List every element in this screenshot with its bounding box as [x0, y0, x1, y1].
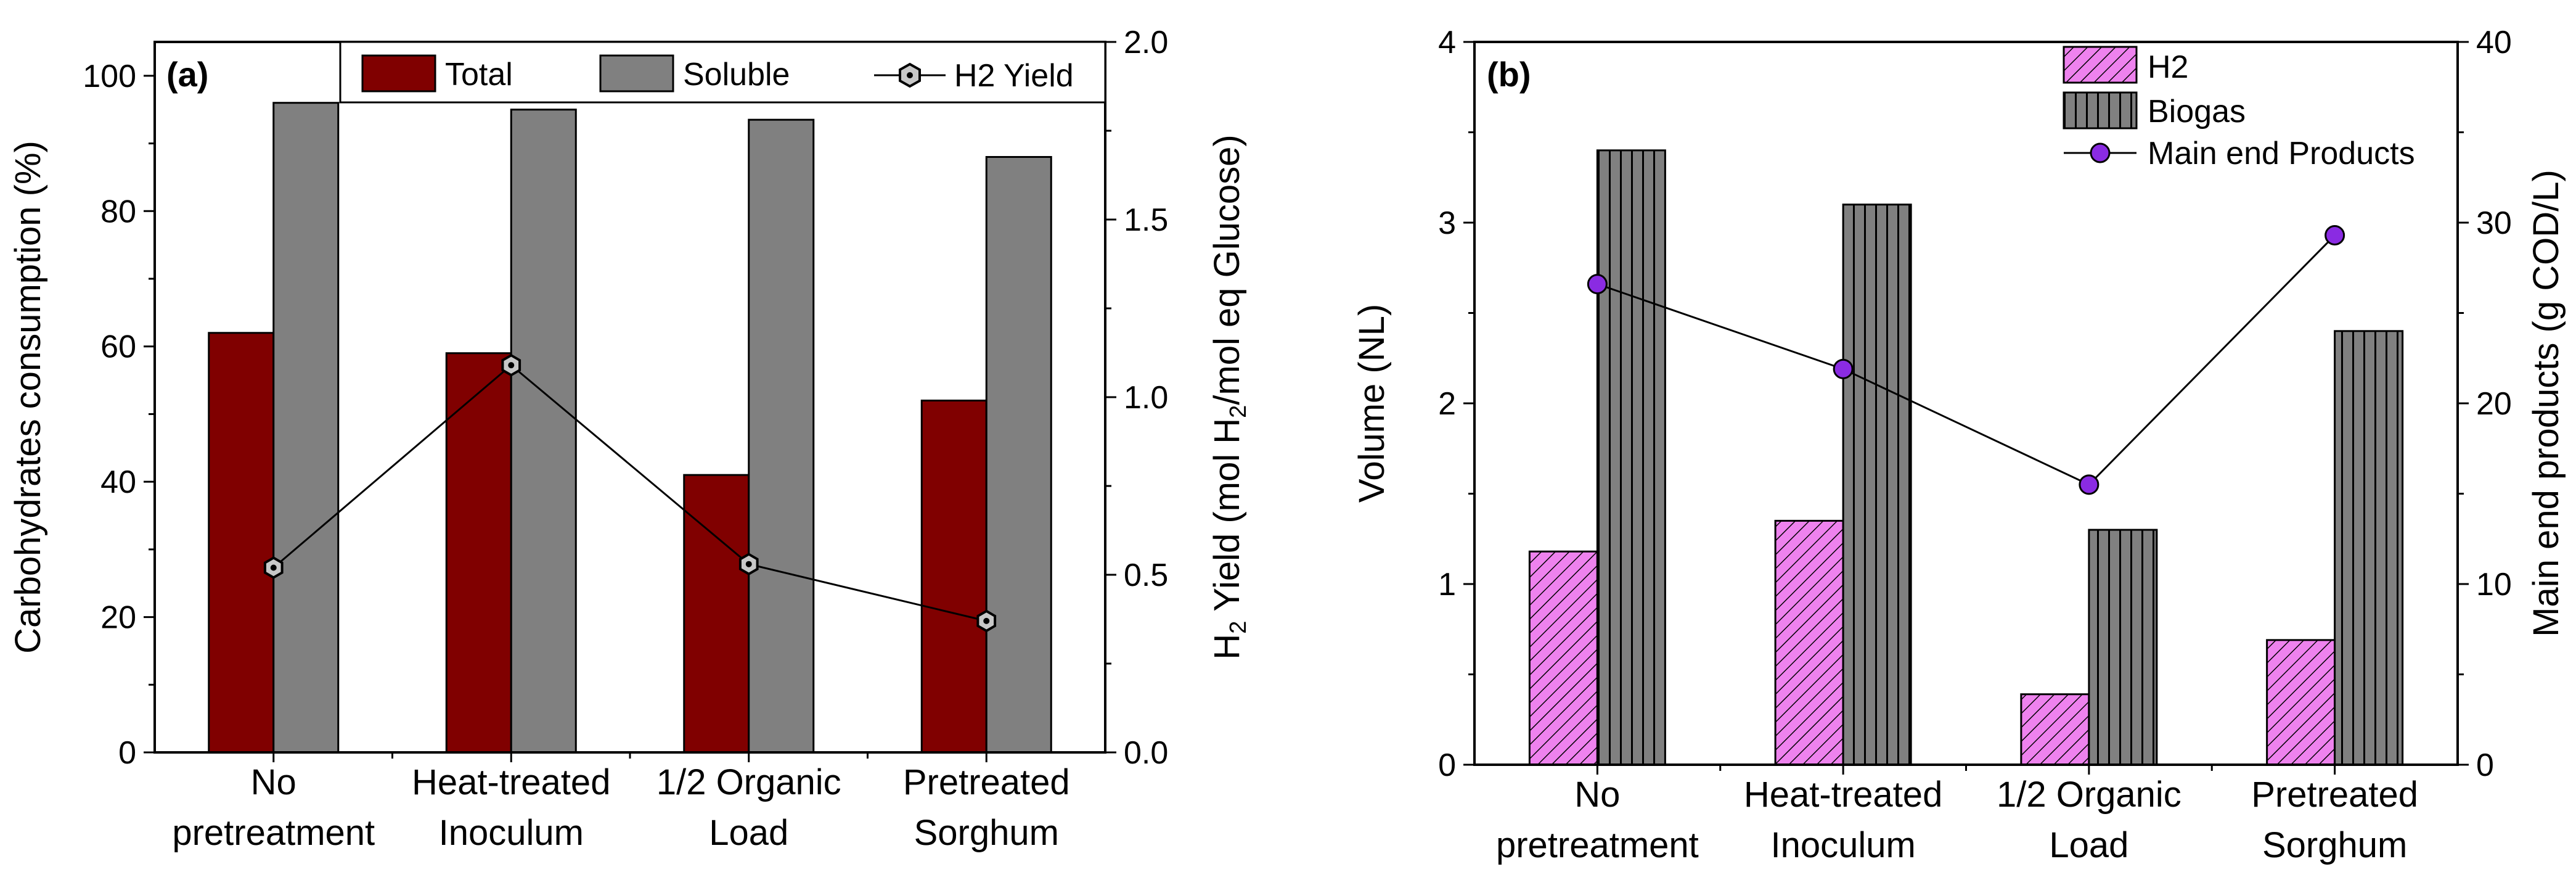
line-point-1: [263, 556, 284, 579]
legend-label-main-end-products: Main end Products: [2148, 136, 2415, 171]
bar-h2-3: [2020, 693, 2090, 766]
b-line-series: [1597, 234, 2336, 486]
legend-label-soluble: Soluble: [683, 57, 790, 93]
line-point-4: [976, 609, 997, 633]
bar-soluble-4: [985, 156, 1052, 754]
bar-biogas-2: [1842, 204, 1912, 766]
y2-tick-label-4: 1.5: [1124, 202, 1168, 238]
x-tick-label-1-line2: pretreatment: [172, 813, 375, 853]
panel-a-y2-axis-title: H2 Yield (mol H2/mol eq Glucose): [1207, 134, 1251, 659]
line-point-2: [1833, 358, 1854, 379]
x-tick-label-1-line1: No: [251, 762, 296, 802]
legend-swatch-biogas: [2063, 91, 2138, 130]
y2-tick-label-1: 0.0: [1124, 735, 1168, 771]
y2-tick-label-2: 10: [2476, 567, 2512, 603]
bar-total-2: [445, 352, 512, 754]
y-tick-label-2: 1: [1438, 567, 1456, 603]
x-tick-label-4-line1: Pretreated: [903, 762, 1070, 802]
y-tick-label-4: 60: [100, 329, 136, 365]
bar-biogas-4: [2334, 330, 2404, 766]
x-tick-label-2-line2: Inoculum: [1770, 825, 1915, 865]
panel-b-y-axis-title: Volume (NL): [1352, 304, 1392, 503]
x-tick-label-2-line1: Heat-treated: [1744, 775, 1942, 815]
x-tick-label-3-line1: 1/2 Organic: [1997, 775, 2181, 815]
bar-h2-2: [1774, 519, 1844, 766]
x-tick-label-1-line1: No: [1574, 775, 1620, 815]
bar-h2-4: [2266, 639, 2336, 766]
legend-swatch-h2: [2063, 46, 2138, 84]
panel-a: No pretreatment Heat-treated Inoculum 1/2 Or…: [8, 25, 1251, 853]
legend-label-h2: H2: [2148, 49, 2188, 85]
x-tick-label-2-line2: Inoculum: [439, 813, 584, 853]
panel-b-legend: H2 Biogas Main end Products: [2063, 46, 2415, 171]
y-tick-label-1: 0: [118, 735, 136, 771]
legend-label-total: Total: [445, 57, 513, 93]
bar-h2-1: [1528, 550, 1598, 766]
bar-soluble-2: [510, 109, 577, 754]
y2-tick-label-4: 30: [2476, 205, 2512, 241]
x-tick-label-4-line2: Sorghum: [914, 813, 1059, 853]
y-tick-label-6: 100: [83, 59, 136, 94]
bar-total-1: [208, 332, 275, 754]
y-tick-label-1: 0: [1438, 747, 1456, 783]
panel-b-label: (b): [1487, 55, 1531, 94]
y-tick-label-3: 2: [1438, 386, 1456, 422]
line-point-3: [2079, 474, 2100, 495]
a-line-series: [272, 364, 987, 622]
line-point-1: [1587, 274, 1608, 295]
x-tick-label-4-line1: Pretreated: [2251, 775, 2418, 815]
bar-biogas-3: [2088, 529, 2158, 766]
bar-soluble-3: [748, 118, 815, 754]
line-point-3: [738, 553, 759, 576]
legend-label-biogas: Biogas: [2148, 94, 2246, 130]
legend-label-h2-yield: H2 Yield: [954, 58, 1074, 94]
y2-tick-label-3: 20: [2476, 386, 2512, 422]
line-point-2: [501, 353, 521, 377]
panel-a-label: (a): [166, 55, 208, 94]
legend-marker-h2-yield: [899, 62, 921, 88]
bar-soluble-1: [272, 102, 340, 754]
y-tick-label-5: 80: [100, 194, 136, 229]
x-tick-label-2-line1: Heat-treated: [412, 762, 610, 802]
panel-b-y2-axis-title: Main end products (g COD/L): [2526, 170, 2566, 637]
bar-total-4: [920, 399, 987, 754]
y2-tick-label-5: 40: [2476, 25, 2512, 60]
panel-a-y-axis-title: Carbohydrates consumption (%): [8, 141, 48, 654]
x-tick-label-3-line1: 1/2 Organic: [656, 762, 841, 802]
bar-biogas-1: [1596, 149, 1666, 766]
line-point-4: [2325, 225, 2345, 246]
y-tick-label-5: 4: [1438, 25, 1456, 60]
x-tick-label-1-line2: pretreatment: [1496, 825, 1699, 865]
y-tick-label-2: 20: [100, 600, 136, 636]
y-tick-label-4: 3: [1438, 205, 1456, 241]
bar-total-3: [683, 474, 750, 754]
panel-b: No pretreatment Heat-treated Inoculum 1/2 Or…: [1352, 25, 2566, 865]
x-tick-label-3-line2: Load: [709, 813, 788, 853]
legend-marker-main-end-products: [2090, 142, 2111, 163]
panel-a-legend-box: [339, 41, 1106, 104]
legend-swatch-total: [361, 54, 436, 93]
x-tick-label-3-line2: Load: [2049, 825, 2128, 865]
y2-tick-label-5: 2.0: [1124, 25, 1168, 60]
y2-tick-label-3: 1.0: [1124, 380, 1168, 416]
y2-tick-label-2: 0.5: [1124, 558, 1168, 593]
y2-tick-label-1: 0: [2476, 747, 2494, 783]
x-tick-label-4-line2: Sorghum: [2262, 825, 2407, 865]
panel-a-legend: Total Soluble H2 Yield: [339, 41, 1106, 104]
y-tick-label-3: 40: [100, 464, 136, 500]
legend-swatch-soluble: [599, 54, 674, 93]
